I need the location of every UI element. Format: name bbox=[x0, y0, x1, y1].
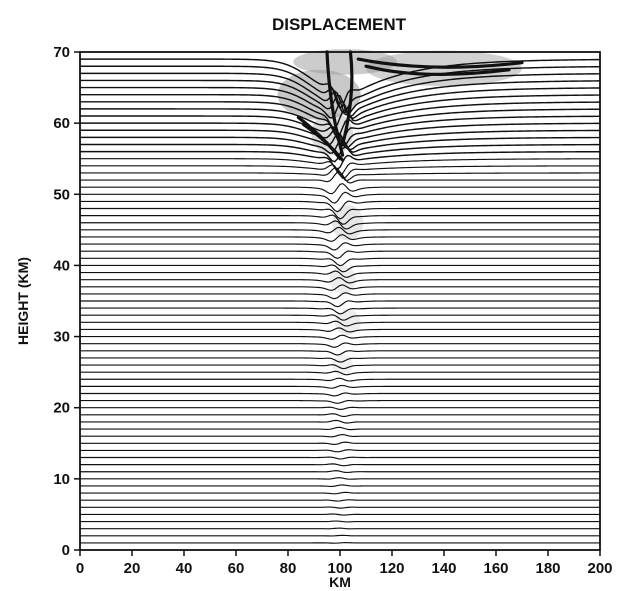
x-tick-label: 180 bbox=[535, 560, 560, 577]
displacement-line bbox=[80, 342, 600, 348]
displacement-line bbox=[80, 234, 600, 242]
displacement-line bbox=[80, 491, 600, 495]
displacement-line bbox=[80, 392, 600, 397]
displacement-line bbox=[80, 513, 600, 516]
x-tick-label: 80 bbox=[280, 560, 297, 577]
displacement-line bbox=[80, 191, 600, 204]
displacement-line bbox=[80, 364, 600, 370]
y-tick-label: 20 bbox=[53, 400, 70, 417]
displacement-line bbox=[80, 463, 600, 467]
displacement-line bbox=[80, 220, 600, 230]
displacement-line bbox=[80, 200, 600, 213]
plot-area bbox=[79, 49, 601, 551]
x-axis: 0 20 40 60 80 100 120 140 160 180 200 bbox=[76, 550, 613, 577]
displacement-line bbox=[80, 264, 600, 273]
displacement-line bbox=[80, 477, 600, 480]
displacement-line bbox=[80, 292, 600, 300]
displacement-line bbox=[80, 370, 600, 376]
displacement-line bbox=[80, 300, 600, 308]
displacement-line bbox=[80, 93, 601, 129]
displacement-line bbox=[80, 413, 600, 418]
y-tick-label: 50 bbox=[53, 186, 70, 203]
x-axis-title: KM bbox=[329, 574, 351, 590]
displacement-line bbox=[80, 377, 600, 382]
displacement-line bbox=[80, 182, 600, 195]
y-tick-label: 60 bbox=[53, 115, 70, 132]
displacement-line bbox=[80, 167, 600, 182]
displacement-line bbox=[80, 150, 601, 171]
y-axis: 0 10 20 30 40 50 60 70 bbox=[53, 44, 80, 559]
x-tick-label: 140 bbox=[431, 560, 456, 577]
x-tick-label: 60 bbox=[228, 560, 245, 577]
y-tick-label: 70 bbox=[53, 44, 70, 61]
displacement-line bbox=[80, 542, 600, 544]
displacement-line bbox=[80, 357, 600, 363]
y-tick-label: 40 bbox=[53, 257, 70, 274]
x-tick-label: 160 bbox=[483, 560, 508, 577]
displacement-line bbox=[80, 499, 600, 502]
x-tick-label: 40 bbox=[176, 560, 193, 577]
displacement-line bbox=[80, 207, 600, 220]
turbulence-streak bbox=[325, 50, 345, 157]
displacement-line bbox=[80, 456, 600, 460]
displacement-line bbox=[80, 257, 600, 267]
displacement-line bbox=[80, 419, 600, 424]
chart-title: DISPLACEMENT bbox=[272, 15, 407, 34]
displacement-line bbox=[80, 484, 600, 487]
displacement-line bbox=[80, 350, 600, 356]
displacement-line bbox=[80, 520, 600, 523]
displacement-line bbox=[80, 334, 600, 340]
turbulence-streak bbox=[356, 57, 524, 69]
displacement-line bbox=[80, 58, 601, 110]
displacement-line bbox=[80, 527, 600, 530]
displacement-line bbox=[80, 242, 600, 251]
y-axis-title: HEIGHT (KM) bbox=[15, 257, 31, 345]
displacement-line bbox=[80, 79, 601, 118]
y-tick-label: 30 bbox=[53, 329, 70, 346]
shaded-regions bbox=[277, 49, 522, 376]
displacement-line bbox=[80, 434, 600, 438]
displacement-line bbox=[80, 441, 600, 445]
displacement-line bbox=[80, 250, 600, 260]
displacement-line bbox=[80, 400, 600, 404]
displacement-line bbox=[80, 470, 600, 474]
displacement-line bbox=[80, 327, 600, 333]
displacement-line bbox=[80, 307, 600, 315]
x-tick-label: 20 bbox=[124, 560, 141, 577]
displacement-line bbox=[80, 101, 601, 138]
turbulence-shade bbox=[332, 204, 364, 241]
displacement-line bbox=[80, 384, 600, 389]
displacement-line bbox=[80, 449, 600, 453]
displacement-line bbox=[80, 143, 600, 163]
displacement-line bbox=[80, 277, 600, 284]
x-tick-label: 120 bbox=[379, 560, 404, 577]
displacement-line bbox=[80, 284, 600, 291]
y-tick-label: 0 bbox=[62, 542, 70, 559]
displacement-line bbox=[80, 320, 600, 327]
x-tick-label: 100 bbox=[327, 560, 352, 577]
x-tick-label: 200 bbox=[587, 560, 612, 577]
displacement-line bbox=[80, 122, 601, 149]
x-tick-label: 0 bbox=[76, 560, 84, 577]
displacement-line bbox=[80, 270, 600, 278]
displacement-line bbox=[80, 158, 600, 176]
y-tick-label: 10 bbox=[53, 471, 70, 488]
displacement-line bbox=[80, 72, 601, 116]
displacement-line bbox=[80, 214, 600, 225]
turbulence-streak bbox=[341, 50, 354, 147]
displacement-line bbox=[80, 534, 600, 537]
displacement-lines bbox=[80, 50, 601, 544]
displacement-line bbox=[80, 506, 600, 509]
turbulence-streak bbox=[302, 122, 345, 162]
displacement-line bbox=[80, 406, 600, 411]
displacement-line bbox=[80, 314, 600, 321]
displacement-line bbox=[80, 226, 600, 235]
displacement-line bbox=[80, 426, 600, 431]
turbulence-streak bbox=[364, 64, 511, 76]
